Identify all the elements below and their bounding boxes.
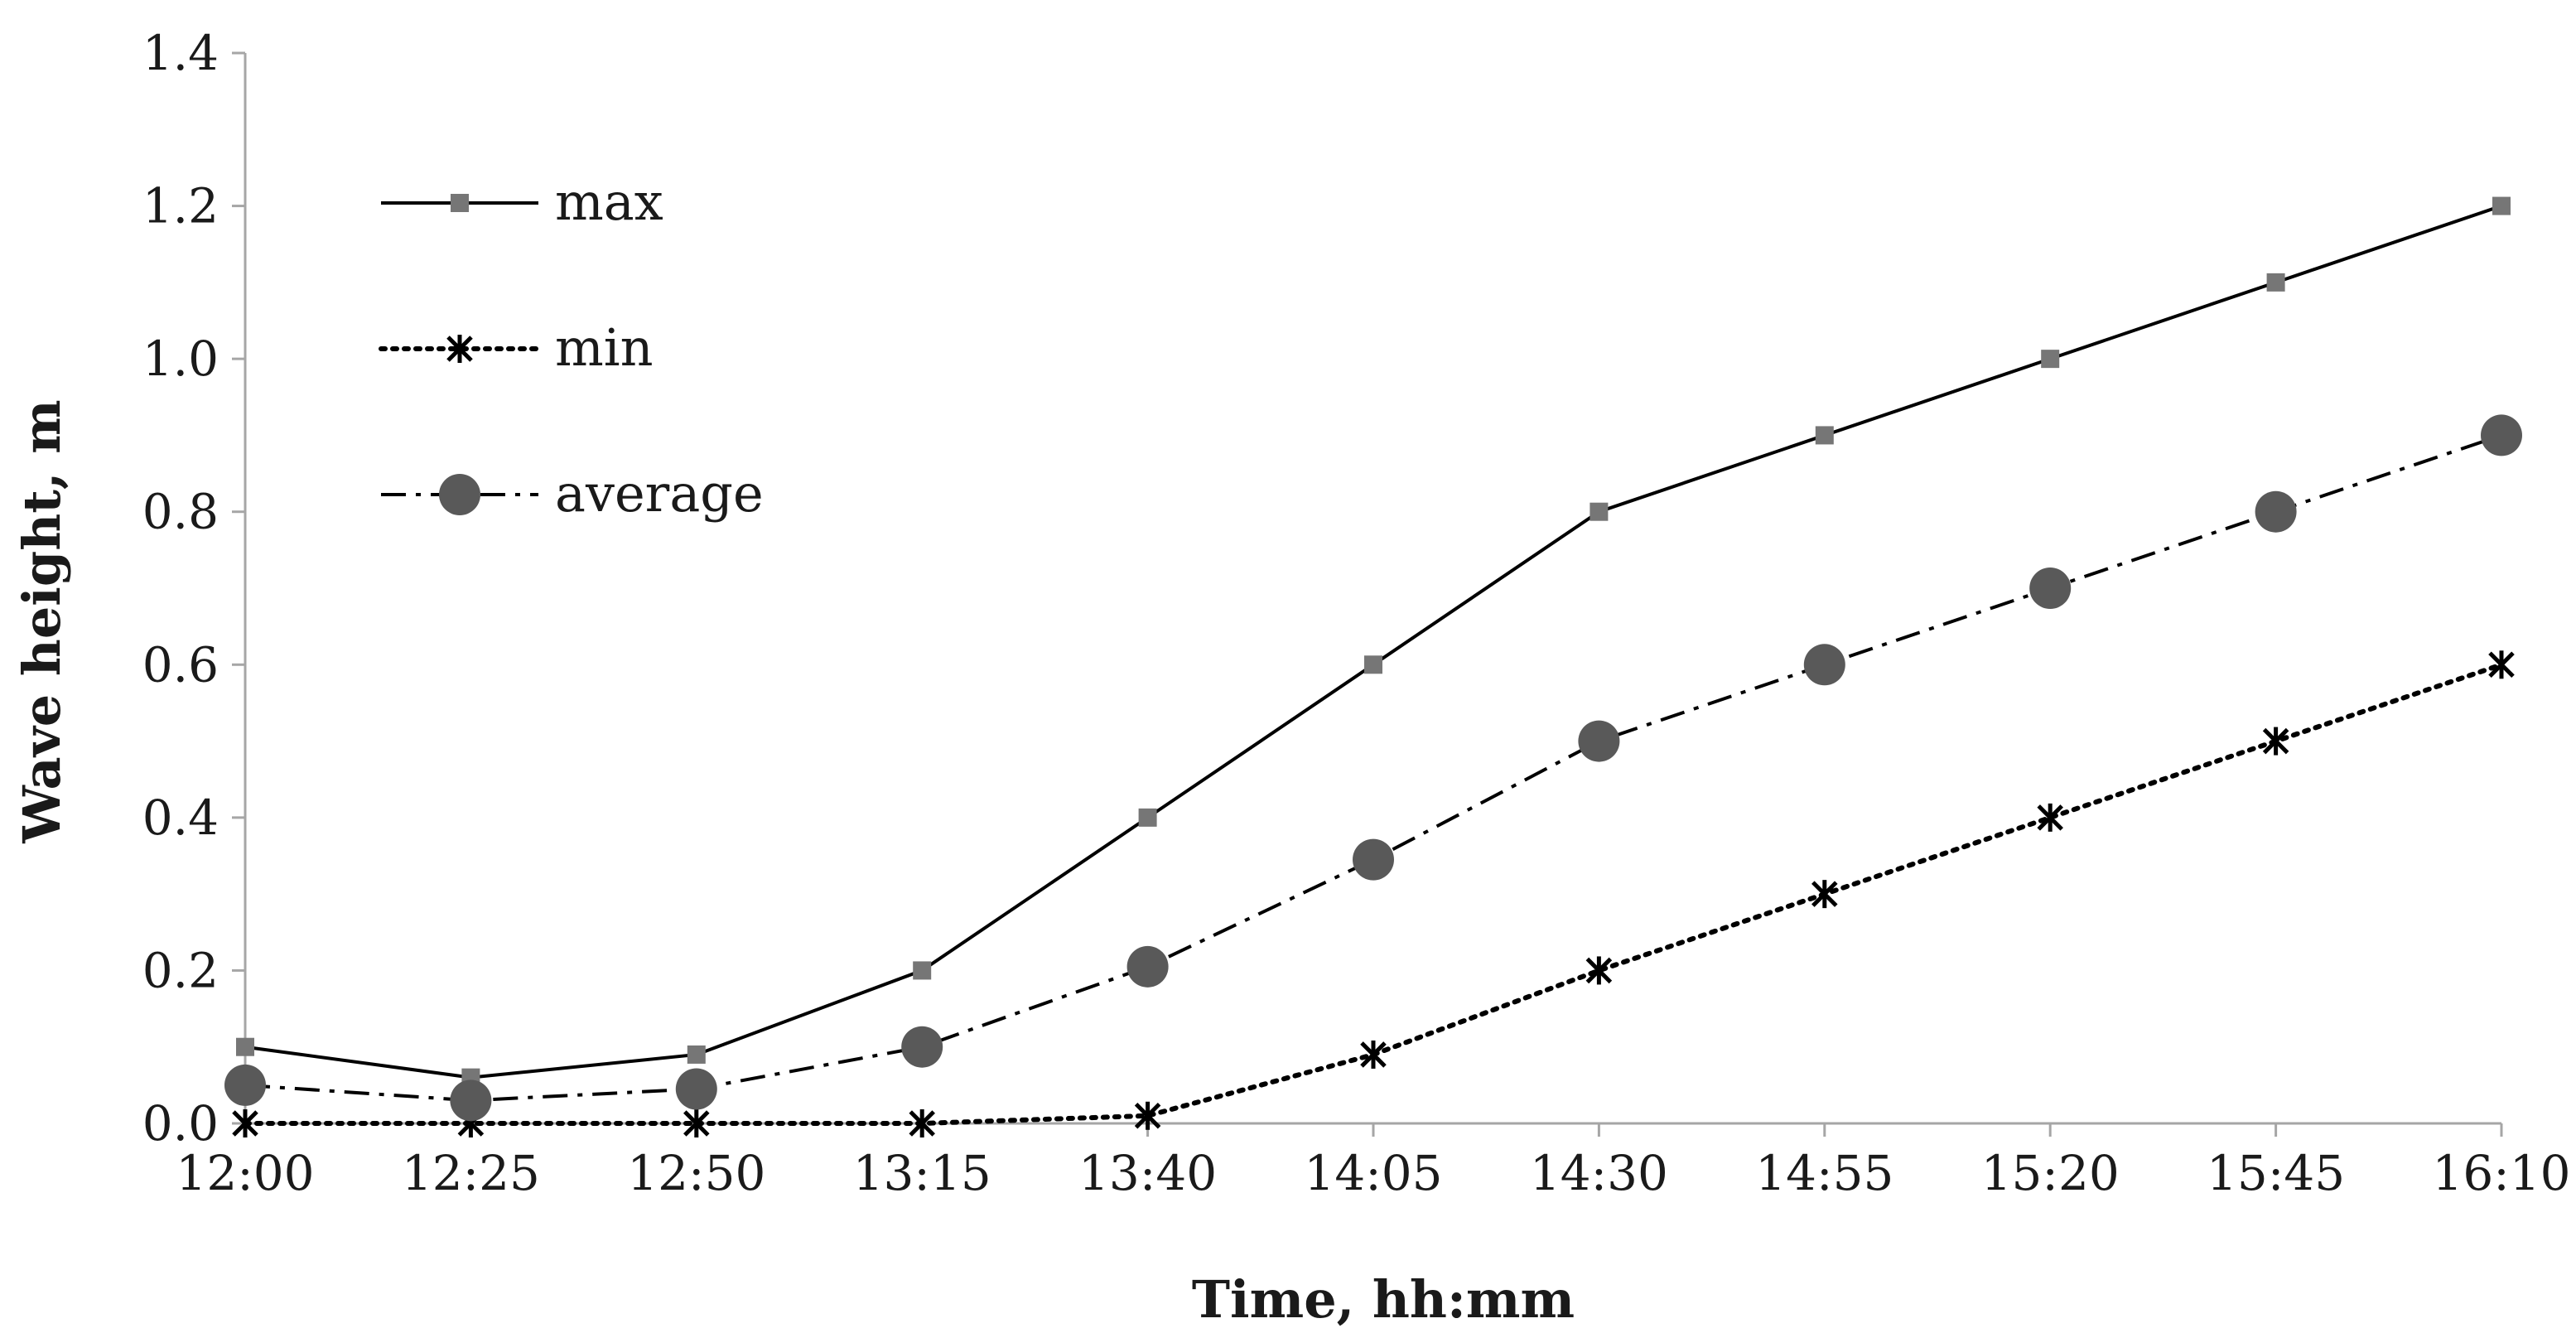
data-point-max	[2041, 350, 2060, 369]
legend-label-max: max	[555, 171, 663, 232]
data-point-max	[2492, 196, 2511, 215]
data-point-average	[2481, 414, 2522, 456]
x-tick-label: 15:45	[2207, 1145, 2345, 1201]
data-point-max	[1364, 655, 1382, 674]
x-tick-label: 13:15	[853, 1145, 991, 1201]
legend-label-average: average	[555, 463, 764, 524]
data-point-average	[1578, 720, 1620, 762]
data-point-average	[450, 1079, 492, 1122]
y-tick-label: 1.2	[142, 178, 219, 234]
x-tick-label: 12:50	[627, 1145, 765, 1201]
data-point-average	[1803, 644, 1845, 686]
data-point-average	[1126, 945, 1169, 988]
data-point-max	[913, 961, 932, 980]
x-tick-label: 16:10	[2432, 1145, 2570, 1201]
data-point-min	[2262, 727, 2289, 756]
data-point-min	[2037, 803, 2063, 832]
legend-marker-average	[439, 474, 480, 515]
legend-entry-max: max	[381, 171, 663, 232]
data-point-max	[687, 1045, 706, 1064]
data-point-average	[2029, 567, 2072, 609]
legend: max min average	[379, 171, 764, 524]
data-point-min	[1585, 956, 1613, 985]
data-point-max	[1815, 426, 1834, 445]
series-line-average	[244, 433, 2502, 1103]
x-tick-label: 14:30	[1530, 1145, 1668, 1201]
data-point-average	[1353, 838, 1394, 881]
y-tick-label: 0.8	[142, 484, 219, 540]
data-point-min	[909, 1109, 935, 1137]
data-point-max	[236, 1037, 254, 1056]
data-point-average	[224, 1064, 266, 1106]
legend-entry-min: min	[379, 317, 654, 378]
data-point-min	[683, 1109, 710, 1137]
series-min	[232, 650, 2515, 1137]
series-max	[236, 196, 2511, 1087]
data-point-average	[901, 1026, 943, 1068]
legend-marker-min	[446, 335, 473, 363]
data-point-min	[2488, 650, 2515, 679]
y-tick-label: 0.0	[142, 1095, 219, 1152]
data-point-min	[232, 1109, 258, 1137]
x-tick-label: 14:55	[1755, 1145, 1893, 1201]
legend-label-min: min	[555, 317, 654, 378]
data-point-average	[675, 1068, 717, 1110]
y-axis-title: Wave height, m	[12, 399, 72, 843]
legend-marker-max	[451, 194, 469, 212]
data-point-max	[1138, 808, 1157, 827]
x-tick-label: 12:25	[402, 1145, 540, 1201]
x-tick-label: 15:20	[1981, 1145, 2120, 1201]
data-point-min	[1360, 1040, 1387, 1069]
y-tick-label: 0.6	[142, 636, 219, 693]
legend-entry-average: average	[381, 463, 764, 524]
series-average	[224, 414, 2522, 1122]
y-tick-label: 0.2	[142, 942, 219, 998]
x-tick-label: 13:40	[1078, 1145, 1217, 1201]
y-tick-label: 1.0	[142, 331, 219, 387]
series-layer	[224, 196, 2522, 1137]
x-tick-label: 14:05	[1304, 1145, 1442, 1201]
x-axis-title: Time, hh:mm	[1192, 1269, 1575, 1329]
data-point-min	[1134, 1101, 1161, 1130]
axes: 0.0 0.2 0.4 0.6 0.8 1.0 1.2 1.4 12:00 12:25 12:50 1…	[142, 25, 2571, 1201]
y-tick-label: 0.4	[142, 790, 219, 846]
data-point-min	[1811, 880, 1838, 909]
y-tick-label: 1.4	[142, 25, 219, 81]
data-point-max	[1589, 502, 1609, 521]
data-point-max	[2266, 273, 2285, 292]
data-point-average	[2255, 490, 2297, 533]
x-tick-label: 12:00	[176, 1145, 314, 1201]
